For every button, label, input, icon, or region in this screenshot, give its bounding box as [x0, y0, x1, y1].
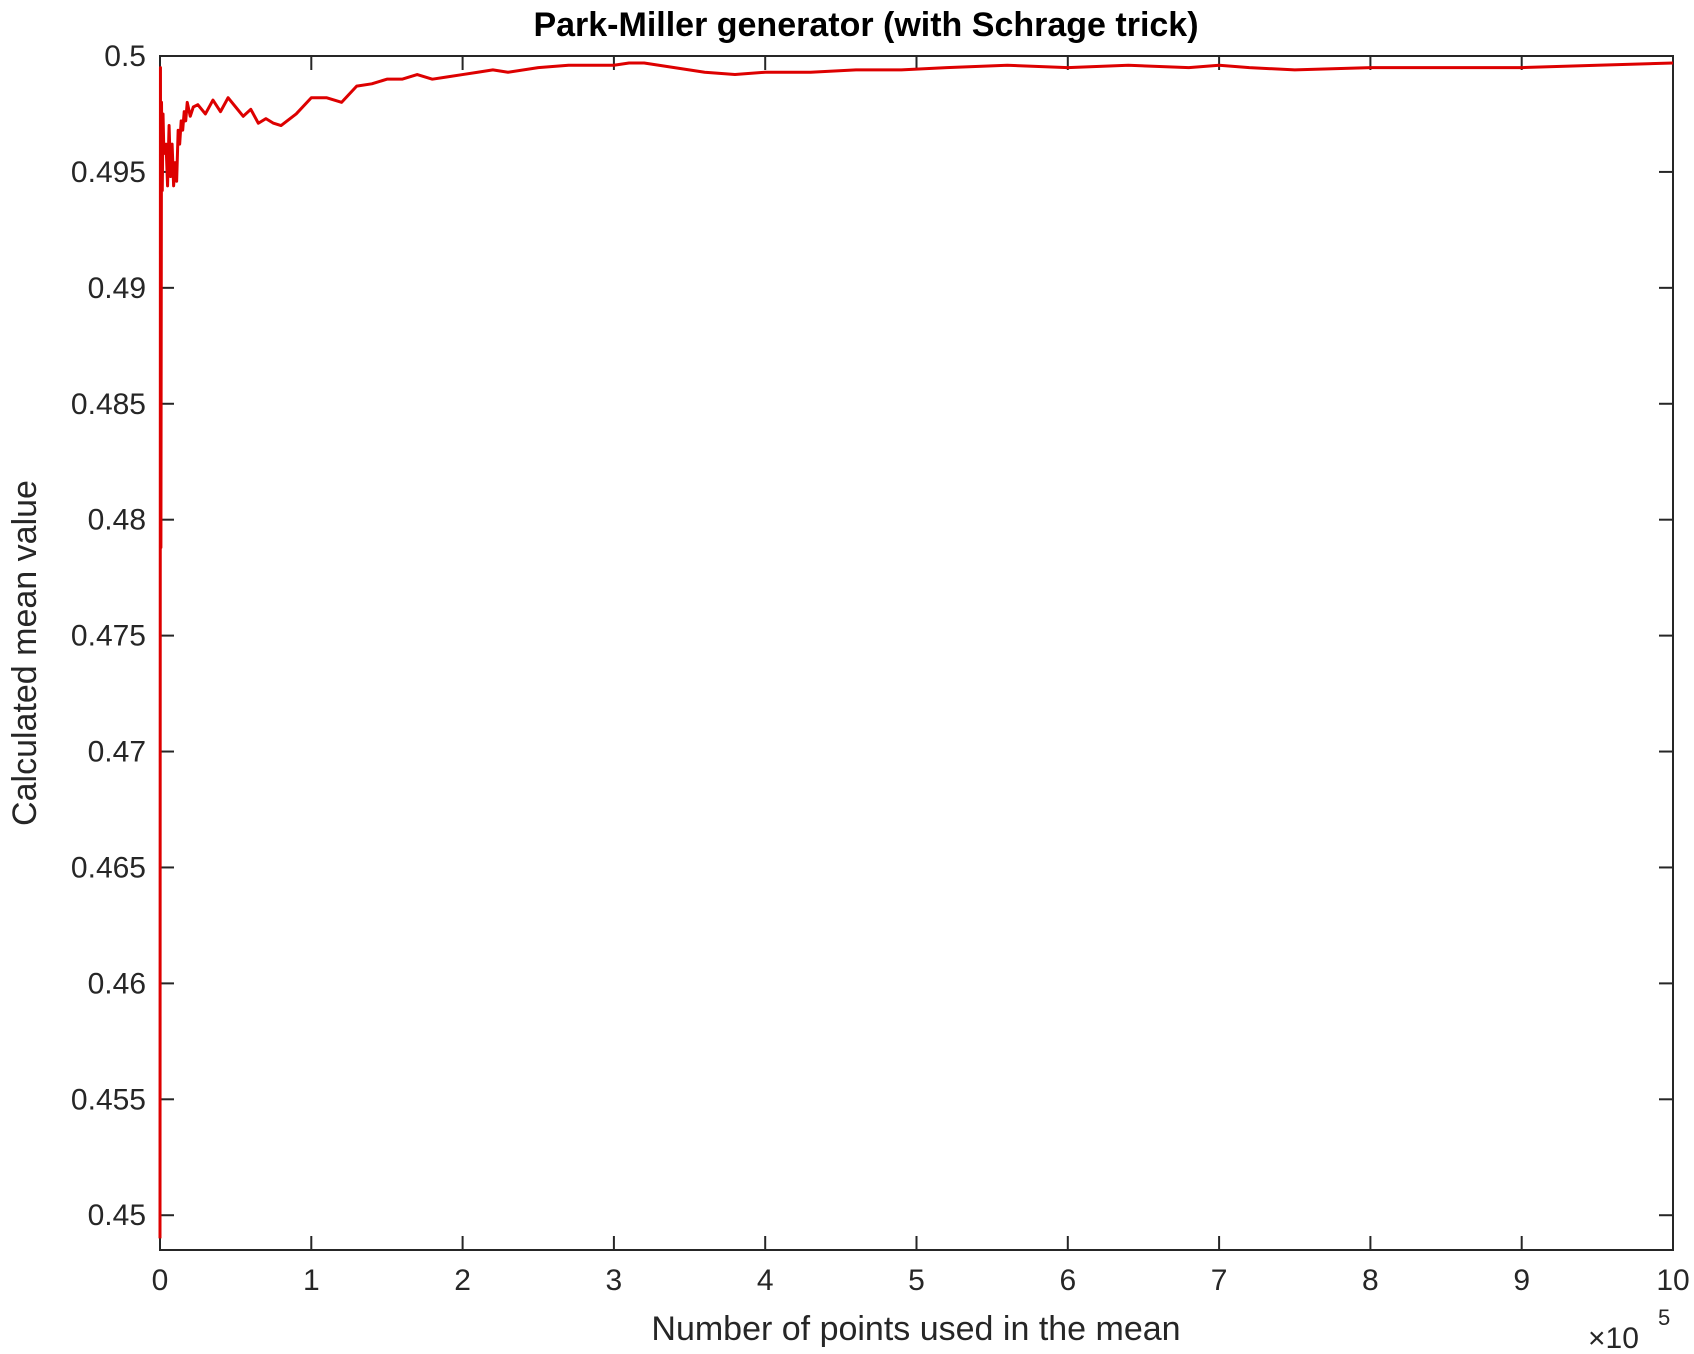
chart-title: Park-Miller generator (with Schrage tric…: [533, 6, 1198, 44]
y-tick-label: 0.475: [71, 620, 146, 653]
y-tick-label: 0.45: [88, 1199, 146, 1232]
y-axis: 0.45 0.455 0.46 0.465 0.47 0.475 0.48 0.485 0.49…: [71, 40, 1673, 1232]
y-tick-label: 0.495: [71, 156, 146, 189]
x-tick-label: 3: [606, 1264, 623, 1297]
x-tick-label: 7: [1211, 1264, 1228, 1297]
y-tick-label: 0.455: [71, 1083, 146, 1116]
y-tick-label: 0.48: [88, 504, 146, 537]
x-tick-label: 10: [1656, 1264, 1689, 1297]
y-tick-label: 0.465: [71, 851, 146, 884]
x-tick-label: 6: [1059, 1264, 1076, 1297]
y-tick-label: 0.485: [71, 388, 146, 421]
series-line: [158, 61, 1674, 1239]
x-tick-label: 8: [1362, 1264, 1379, 1297]
x-tick-label: 0: [152, 1264, 169, 1297]
x-axis-label: Number of points used in the mean: [651, 1310, 1180, 1348]
x-tick-label: 5: [908, 1264, 925, 1297]
x-axis-multiplier: ×10 5: [1588, 1305, 1670, 1354]
y-tick-label: 0.49: [88, 272, 146, 305]
y-axis-label: Calculated mean value: [6, 480, 44, 826]
x-multiplier-exponent: 5: [1658, 1305, 1670, 1330]
y-tick-label: 0.47: [88, 736, 146, 769]
x-multiplier-base: ×10: [1588, 1322, 1639, 1354]
y-tick-label: 0.46: [88, 967, 146, 1000]
x-tick-label: 2: [454, 1264, 471, 1297]
plot-area: [159, 55, 1674, 1251]
y-tick-label: 0.5: [104, 40, 146, 73]
x-axis: 0 1 2 3 4 5 6 7 8 9 10: [152, 56, 1690, 1297]
x-tick-label: 9: [1513, 1264, 1530, 1297]
x-tick-label: 1: [303, 1264, 320, 1297]
x-tick-label: 4: [757, 1264, 774, 1297]
